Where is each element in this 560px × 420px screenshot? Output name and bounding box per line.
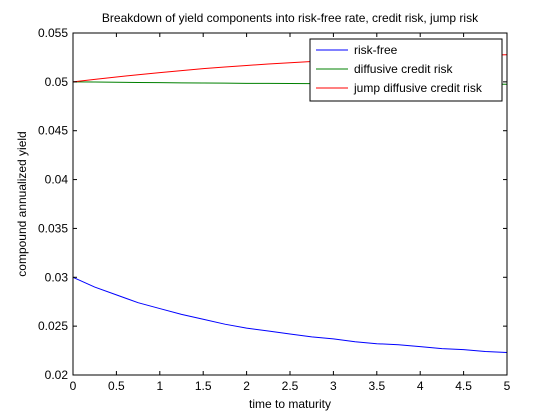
x-tick-label: 0.5 — [108, 379, 125, 393]
y-tick-label: 0.045 — [38, 124, 68, 138]
x-tick-label: 3.5 — [368, 379, 385, 393]
y-tick-label: 0.05 — [45, 75, 69, 89]
x-tick-label: 0 — [70, 379, 77, 393]
y-tick-label: 0.035 — [38, 221, 68, 235]
y-tick-label: 0.02 — [45, 368, 69, 382]
x-tick-label: 2 — [243, 379, 250, 393]
series-line-1 — [72, 276, 508, 354]
x-tick-label: 4.5 — [455, 379, 472, 393]
y-tick-label: 0.055 — [38, 26, 68, 40]
y-axis-label: compound annualized yield — [15, 131, 29, 276]
legend-label-2: diffusive credit risk — [354, 62, 453, 76]
x-tick-label: 1 — [156, 379, 163, 393]
x-tick-label: 3 — [330, 379, 337, 393]
legend-label-1: risk-free — [354, 43, 398, 57]
x-tick-label: 5 — [504, 379, 511, 393]
x-tick-label: 1.5 — [195, 379, 212, 393]
tick-layer: 0 0.5 1 1.5 2 2.5 3 3.5 4 4.5 5 0.02 0.025 0.03 0.035 0… — [38, 26, 511, 393]
x-tick-label: 2.5 — [282, 379, 299, 393]
y-tick-label: 0.025 — [38, 319, 68, 333]
y-tick-label: 0.04 — [45, 173, 69, 187]
x-tick-label: 4 — [417, 379, 424, 393]
legend-box — [309, 38, 503, 102]
y-tick-label: 0.03 — [45, 270, 69, 284]
legend: risk-free diffusive credit risk jump diffu… — [309, 38, 503, 102]
chart-title: Breakdown of yield components into risk-… — [102, 11, 479, 25]
legend-label-3: jump diffusive credit risk — [353, 81, 483, 95]
x-axis-label: time to maturity — [249, 397, 331, 411]
